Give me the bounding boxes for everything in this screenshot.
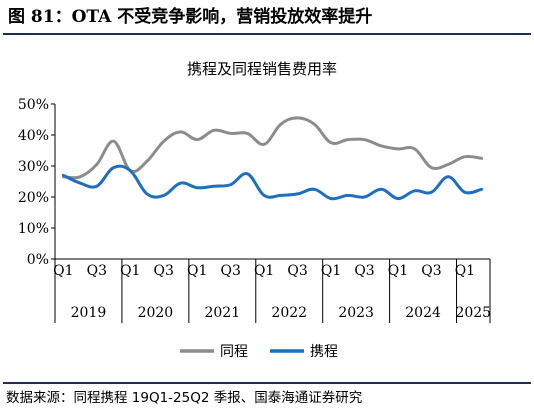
y-tick-label: 0% xyxy=(27,252,49,268)
data-source-note: 数据来源：同程携程 19Q1-25Q2 季报、国泰海通证券研究 xyxy=(6,390,363,406)
x-quarter-label: Q3 xyxy=(220,263,240,279)
x-year-label: 2023 xyxy=(338,305,374,321)
x-quarter-label: Q3 xyxy=(354,263,374,279)
series-line-ctrip xyxy=(61,164,484,201)
x-quarter-label: Q1 xyxy=(53,263,73,279)
x-quarter-label: Q3 xyxy=(87,263,107,279)
y-tick-label: 30% xyxy=(18,159,49,175)
x-quarter-label: Q1 xyxy=(254,263,274,279)
y-tick-label: 20% xyxy=(18,190,49,206)
chart-title: 携程及同程销售费用率 xyxy=(187,60,337,78)
x-quarter-label: Q1 xyxy=(321,263,341,279)
y-tick-label: 10% xyxy=(18,221,49,237)
x-quarter-label: Q3 xyxy=(154,263,174,279)
x-year-label: 2021 xyxy=(204,305,240,321)
x-quarter-label: Q1 xyxy=(187,263,207,279)
y-tick-label: 40% xyxy=(18,128,49,144)
footer-rule xyxy=(3,382,531,384)
legend-label-tongcheng: 同程 xyxy=(220,344,248,360)
x-quarter-label: Q1 xyxy=(388,263,408,279)
x-quarter-label: Q1 xyxy=(120,263,140,279)
x-year-label: 2024 xyxy=(405,305,441,321)
legend-label-ctrip: 携程 xyxy=(310,344,338,360)
x-year-label: 2025 xyxy=(455,305,491,321)
x-year-label: 2022 xyxy=(271,305,307,321)
y-tick-label: 50% xyxy=(18,97,49,113)
x-quarter-label: Q3 xyxy=(421,263,441,279)
x-quarter-label: Q3 xyxy=(287,263,307,279)
x-year-label: 2020 xyxy=(138,305,174,321)
x-quarter-label: Q1 xyxy=(455,263,475,279)
x-year-label: 2019 xyxy=(71,305,107,321)
header-rule xyxy=(3,33,531,35)
figure-header: 图 81：OTA 不受竞争影响，营销投放效率提升 xyxy=(8,7,373,27)
